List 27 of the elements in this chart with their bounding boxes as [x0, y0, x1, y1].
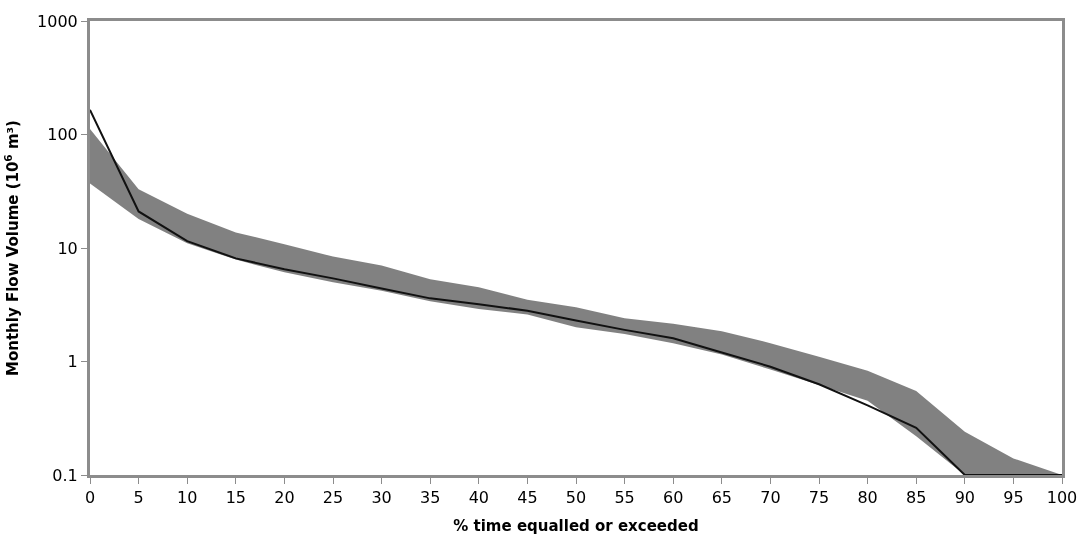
x-tick-label: 15	[225, 488, 246, 508]
x-tick-label: 95	[1003, 488, 1024, 508]
y-tick-label: 100	[47, 125, 78, 145]
x-tick-label: 60	[663, 488, 684, 508]
x-tick-label: 30	[371, 488, 392, 508]
x-tick-label: 85	[906, 488, 927, 508]
x-tick-label: 70	[760, 488, 781, 508]
x-tick-label: 55	[614, 488, 635, 508]
x-axis-title: % time equalled or exceeded	[453, 517, 699, 536]
x-tick-label: 5	[133, 488, 144, 508]
x-tick-label: 25	[322, 488, 344, 508]
y-tick-label: 1	[67, 352, 78, 372]
x-tick-label: 65	[711, 488, 732, 508]
x-tick-label: 40	[468, 488, 489, 508]
y-tick-label: 10	[57, 238, 78, 258]
x-tick-label: 100	[1046, 488, 1078, 508]
x-tick-label: 80	[857, 488, 878, 508]
y-tick-label: 1000	[37, 11, 78, 31]
x-tick-label: 75	[808, 488, 830, 508]
x-tick-label: 45	[517, 488, 538, 508]
x-tick-label: 90	[954, 488, 975, 508]
y-tick-label: 0.1	[52, 465, 78, 485]
x-tick-label: 10	[177, 488, 198, 508]
x-tick-label: 50	[565, 488, 587, 508]
x-tick-label: 20	[274, 488, 295, 508]
x-tick-label: 0	[84, 488, 96, 508]
x-tick-label: 35	[420, 488, 441, 508]
